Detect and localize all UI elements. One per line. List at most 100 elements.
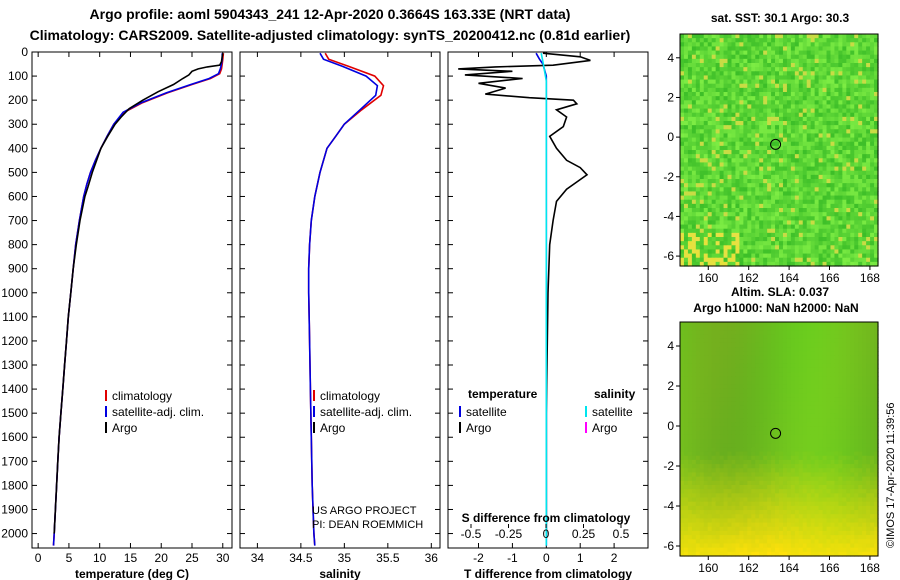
- map-cell: [775, 241, 780, 246]
- map-cell: [715, 166, 721, 172]
- map-cell: [723, 413, 729, 419]
- map-cell: [763, 187, 768, 193]
- map-cell: [870, 158, 875, 164]
- map-cell: [767, 42, 772, 48]
- map-cell: [786, 183, 792, 188]
- map-cell: [755, 359, 760, 365]
- x-tick-label: 35.5: [376, 551, 400, 565]
- map-cell: [818, 257, 824, 263]
- map-cell: [715, 87, 721, 93]
- map-cell: [731, 83, 737, 89]
- map-cell: [854, 96, 859, 101]
- map-cell: [699, 468, 705, 474]
- map-cell: [755, 334, 760, 340]
- map-cell: [743, 208, 748, 213]
- map-cell: [862, 401, 867, 407]
- map-cell: [806, 228, 812, 234]
- map-cell: [719, 46, 725, 52]
- map-cell: [759, 253, 764, 259]
- map-cell: [810, 245, 816, 251]
- map-cell: [739, 380, 744, 386]
- map-cell: [695, 216, 701, 222]
- map-cell: [695, 46, 701, 52]
- map-cell: [703, 96, 709, 101]
- map-cell: [751, 174, 756, 180]
- map-cell: [715, 50, 721, 56]
- map-cell: [707, 245, 713, 251]
- map-cell: [794, 434, 800, 440]
- map-cell: [850, 384, 855, 390]
- map-cell: [707, 174, 713, 180]
- map-cell: [731, 125, 737, 130]
- map-cell: [779, 42, 784, 48]
- map-cell: [806, 351, 812, 357]
- map-cell: [751, 367, 756, 373]
- map-cell: [798, 443, 804, 448]
- map-cell: [794, 96, 800, 101]
- map-cell: [810, 54, 816, 60]
- map-cell: [687, 363, 693, 369]
- map-cell: [743, 63, 748, 68]
- map-cell: [822, 150, 828, 155]
- map-cell: [691, 388, 697, 394]
- map-cell: [707, 261, 713, 267]
- map-cell: [862, 367, 867, 373]
- map-cell: [818, 54, 824, 60]
- map-cell: [703, 54, 709, 60]
- map-cell: [862, 170, 867, 176]
- map-cell: [826, 203, 832, 209]
- map-cell: [874, 401, 879, 407]
- map-cell: [786, 195, 792, 201]
- map-cell: [870, 100, 875, 106]
- map-cell: [850, 232, 855, 238]
- map-cell: [743, 137, 748, 143]
- map-cell: [862, 380, 867, 386]
- map-cell: [834, 472, 839, 478]
- map-cell: [691, 426, 697, 432]
- map-cell: [691, 397, 697, 402]
- map-cell: [771, 439, 776, 444]
- map-cell: [763, 326, 768, 331]
- map-cell: [854, 141, 859, 147]
- map-cell: [771, 183, 776, 188]
- map-cell: [790, 455, 796, 461]
- map-cell: [719, 104, 725, 110]
- map-cell: [786, 359, 792, 365]
- map-cell: [755, 79, 760, 85]
- map-cell: [703, 443, 709, 448]
- map-cell: [735, 232, 740, 238]
- map-cell: [695, 50, 701, 56]
- map-cell: [838, 100, 843, 106]
- map-cell: [874, 241, 879, 246]
- map-cell: [739, 191, 744, 197]
- map-cell: [727, 224, 733, 230]
- map-cell: [782, 413, 788, 419]
- map-cell: [703, 388, 709, 394]
- map-cell: [802, 38, 808, 43]
- map-cell: [735, 464, 740, 469]
- map-cell: [806, 75, 812, 81]
- map-cell: [735, 174, 740, 180]
- map-cell: [763, 191, 768, 197]
- map-cell: [691, 439, 697, 444]
- map-cell: [691, 459, 697, 465]
- map-cell: [786, 112, 792, 118]
- map-cell: [786, 241, 792, 246]
- map-cell: [771, 96, 776, 101]
- map-cell: [683, 430, 689, 436]
- map-cell: [802, 195, 808, 201]
- map-cell: [771, 388, 776, 394]
- map-cell: [782, 359, 788, 365]
- map-cell: [850, 388, 855, 394]
- map-cell: [683, 388, 689, 394]
- map-cell: [735, 224, 740, 230]
- map-cell: [703, 87, 709, 93]
- map-cell: [743, 141, 748, 147]
- map-cell: [711, 63, 717, 68]
- map-cell: [715, 104, 721, 110]
- map-cell: [790, 443, 796, 448]
- map-cell: [680, 393, 685, 398]
- map-cell: [814, 212, 820, 217]
- map-cell: [687, 459, 693, 465]
- map-cell: [858, 191, 863, 197]
